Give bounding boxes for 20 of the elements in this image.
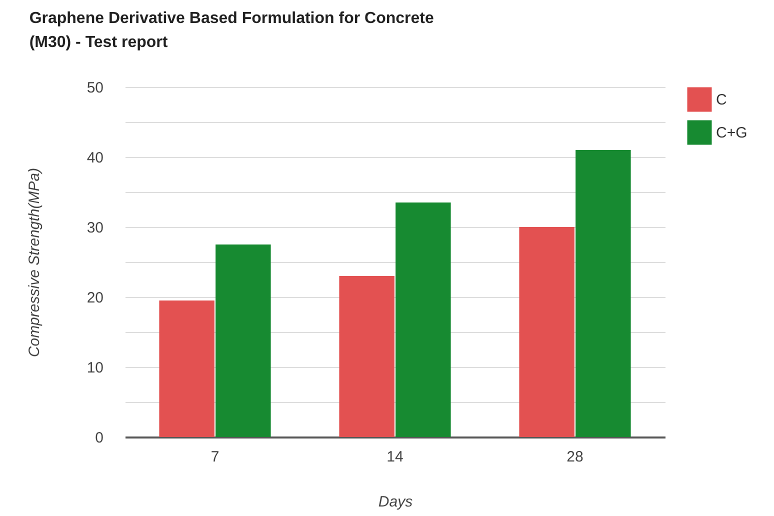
y-tick-label: 50 bbox=[86, 80, 104, 96]
bar bbox=[339, 276, 394, 437]
x-tick-label: 7 bbox=[210, 448, 220, 466]
y-tick-label: 10 bbox=[86, 360, 104, 376]
y-tick-label: 0 bbox=[95, 430, 104, 446]
y-tick-label: 30 bbox=[86, 220, 104, 236]
bar bbox=[576, 150, 631, 437]
legend-label: C bbox=[716, 92, 727, 108]
bar bbox=[396, 202, 451, 437]
x-axis-title: Days bbox=[378, 494, 414, 510]
legend-label: C+G bbox=[716, 124, 748, 142]
bar bbox=[519, 227, 574, 437]
bar bbox=[159, 300, 214, 437]
y-tick-label: 40 bbox=[86, 150, 104, 166]
y-axis-title: Compressive Strength(MPa) bbox=[26, 168, 43, 358]
bar bbox=[216, 244, 271, 437]
chart-title: Graphene Derivative Based Formulation for Concrete (M30) - Test report bbox=[29, 10, 434, 51]
y-tick-label: 20 bbox=[86, 290, 104, 306]
x-tick-label: 14 bbox=[386, 448, 404, 466]
x-tick-label: 28 bbox=[566, 448, 584, 466]
